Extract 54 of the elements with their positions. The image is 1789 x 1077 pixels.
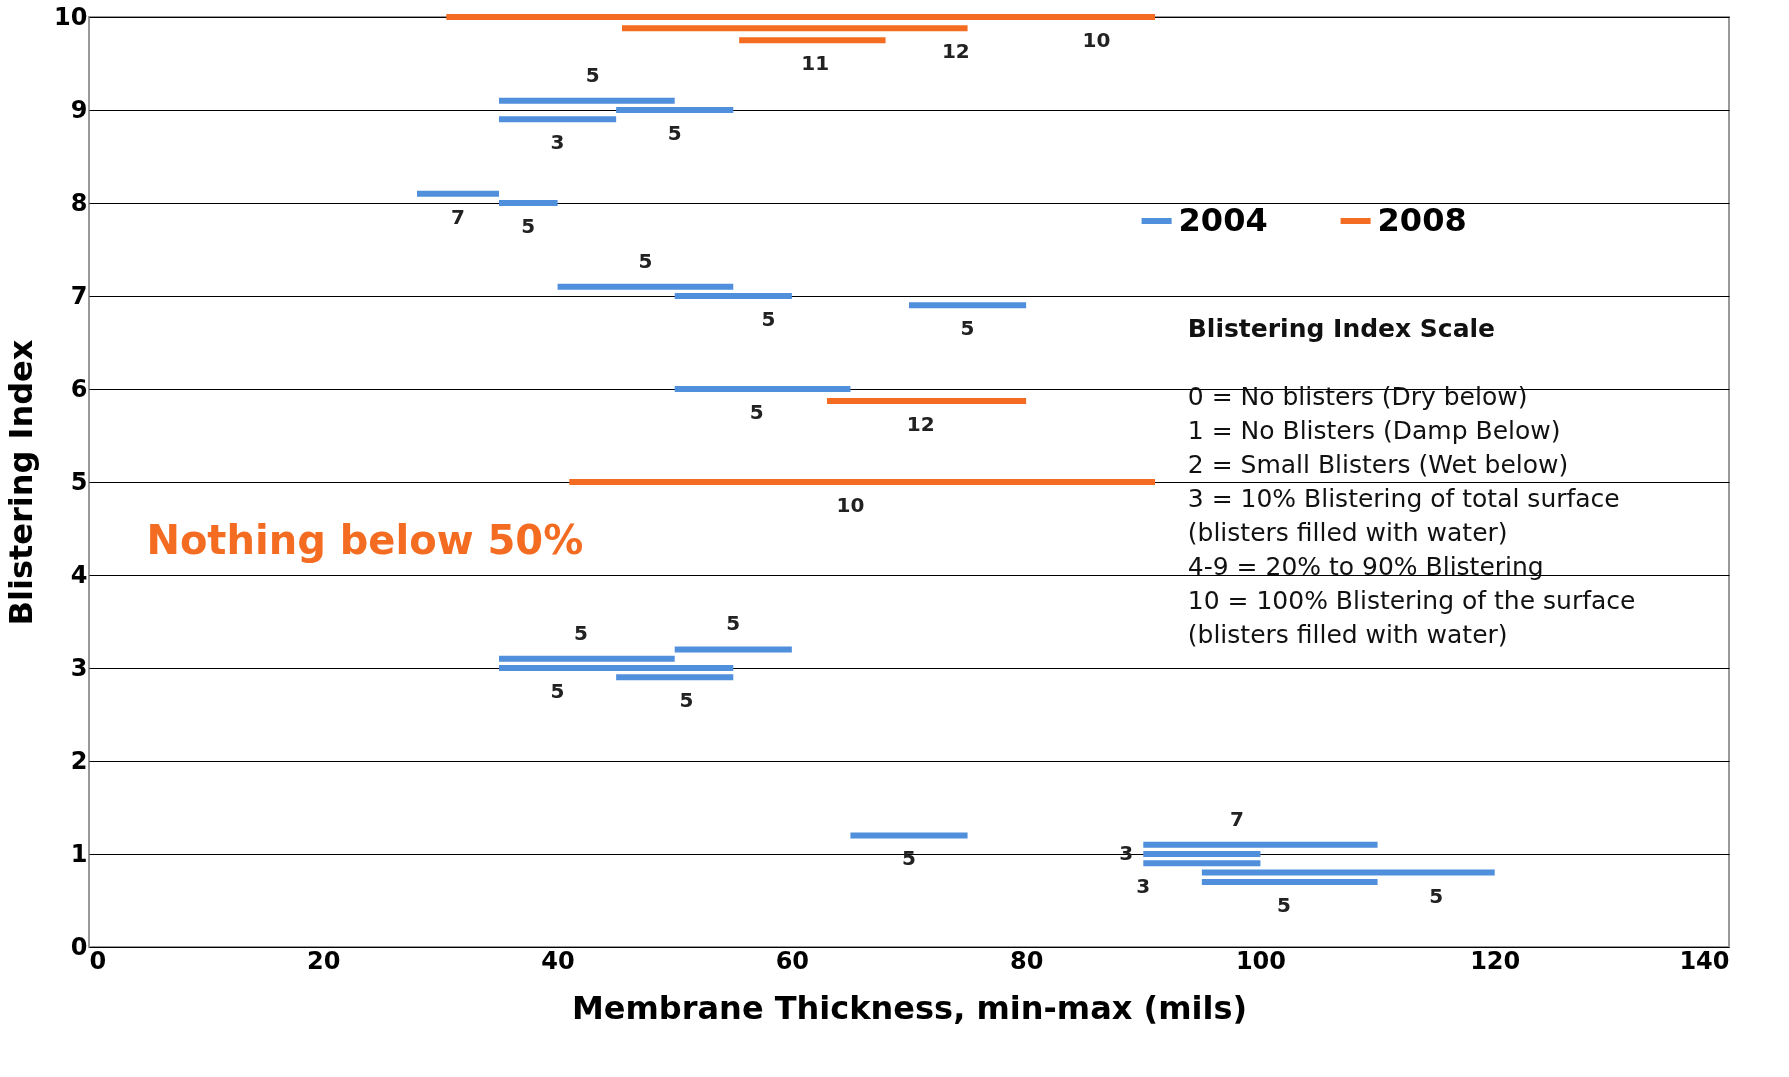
annotation: 2 = Small Blisters (Wet below) bbox=[1187, 449, 1569, 479]
annotation: 5 bbox=[960, 316, 975, 341]
annotation: 5 bbox=[1276, 892, 1291, 917]
annotation: 12 bbox=[906, 412, 935, 437]
annotation: 0 = No blisters (Dry below) bbox=[1187, 381, 1528, 411]
annotation: 3 bbox=[550, 130, 565, 155]
legend-label: 2004 bbox=[1178, 201, 1268, 239]
y-tick-label: 4 bbox=[70, 560, 88, 589]
x-tick-label: 40 bbox=[541, 946, 575, 975]
y-tick-label: 5 bbox=[70, 467, 88, 496]
annotation: 5 bbox=[638, 248, 653, 273]
annotation: 3 bbox=[1136, 874, 1151, 899]
y-tick-label: 2 bbox=[70, 746, 88, 775]
legend-label: 2008 bbox=[1377, 201, 1467, 239]
y-tick-label: 6 bbox=[70, 374, 88, 403]
annotation: 5 bbox=[749, 400, 764, 424]
annotation: Blistering Index Scale bbox=[1187, 313, 1496, 343]
annotation: 5 bbox=[679, 688, 694, 713]
annotation: 4-9 = 20% to 90% Blistering bbox=[1187, 551, 1544, 581]
annotation: 5 bbox=[761, 307, 776, 331]
x-tick-label: 140 bbox=[1679, 946, 1730, 975]
y-tick-label: 1 bbox=[70, 839, 88, 868]
annotation: 7 bbox=[1230, 806, 1244, 831]
annotation: 3 = 10% Blistering of total surface bbox=[1187, 483, 1620, 513]
x-axis-title: Membrane Thickness, min-max (mils) bbox=[571, 988, 1248, 1027]
annotation: 7 bbox=[451, 204, 465, 229]
x-tick-label: 0 bbox=[89, 946, 107, 975]
annotation: 10 bbox=[836, 493, 865, 517]
annotation: 5 bbox=[726, 611, 741, 636]
y-tick-label: 9 bbox=[70, 95, 88, 124]
x-tick-label: 100 bbox=[1235, 946, 1286, 975]
annotation: 5 bbox=[667, 121, 682, 145]
y-tick-label: 10 bbox=[54, 2, 88, 31]
annotation: Nothing below 50% bbox=[146, 517, 584, 564]
y-axis-title: Blistering Index bbox=[2, 339, 41, 626]
annotation: 5 bbox=[1429, 883, 1444, 908]
x-tick-label: 120 bbox=[1470, 946, 1521, 975]
annotation: 10 = 100% Blistering of the surface bbox=[1187, 585, 1636, 615]
annotation: 5 bbox=[585, 62, 600, 87]
annotation: 11 bbox=[801, 51, 830, 76]
x-tick-label: 60 bbox=[775, 946, 810, 975]
x-tick-label: 80 bbox=[1009, 946, 1044, 975]
y-tick-label: 7 bbox=[70, 281, 88, 310]
annotation: 10 bbox=[1082, 28, 1111, 52]
annotation: 12 bbox=[941, 39, 970, 64]
annotation: (blisters filled with water) bbox=[1187, 619, 1508, 649]
annotation: 5 bbox=[550, 679, 565, 703]
x-tick-label: 20 bbox=[307, 946, 341, 975]
y-tick-label: 8 bbox=[70, 188, 88, 217]
annotation: 5 bbox=[521, 214, 536, 238]
annotation: (blisters filled with water) bbox=[1187, 517, 1508, 547]
annotation: 1 = No Blisters (Damp Below) bbox=[1187, 415, 1561, 445]
annotation: 5 bbox=[574, 620, 588, 645]
y-tick-label: 3 bbox=[70, 653, 88, 682]
